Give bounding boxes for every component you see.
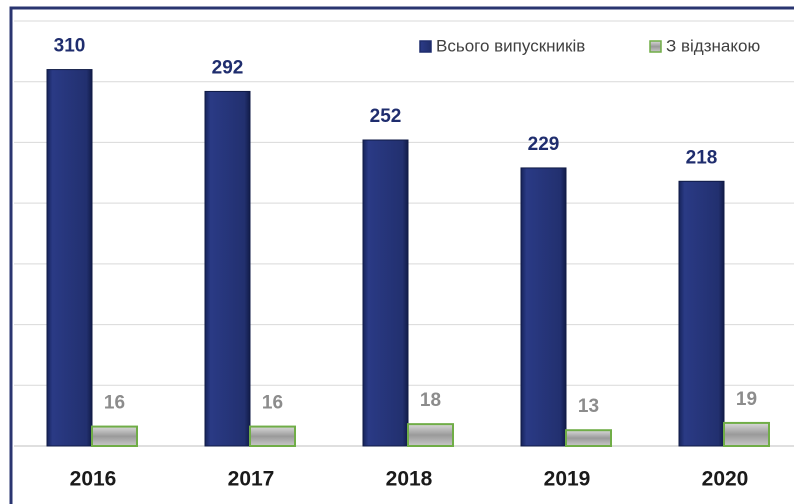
data-label: 252 (370, 106, 402, 127)
data-label: 19 (736, 389, 757, 410)
data-label: 13 (578, 396, 599, 417)
chart-frame (9, 6, 794, 504)
bar (46, 69, 93, 447)
x-tick-label: 2016 (70, 468, 117, 491)
data-label: 16 (104, 393, 125, 414)
x-tick-label: 2017 (228, 468, 275, 491)
x-tick-label: 2018 (386, 468, 433, 491)
bar (91, 425, 138, 448)
bar (565, 429, 612, 448)
data-label: 292 (212, 57, 244, 78)
data-label: 310 (54, 36, 86, 57)
bar (723, 421, 770, 447)
bar (249, 425, 296, 448)
bar (407, 423, 454, 447)
legend-swatch (649, 40, 662, 53)
data-label: 218 (686, 147, 718, 168)
data-label: 16 (262, 393, 283, 414)
legend-label: З відзнакою (666, 36, 760, 55)
x-tick-label: 2020 (702, 468, 749, 491)
bar (204, 90, 251, 447)
data-label: 229 (528, 134, 560, 155)
legend-swatch (419, 40, 432, 53)
bar (362, 139, 409, 447)
bar (520, 167, 567, 447)
data-label: 18 (420, 390, 441, 411)
bar (678, 180, 725, 447)
legend-label: Всього випускників (436, 36, 585, 55)
x-tick-label: 2019 (544, 468, 591, 491)
